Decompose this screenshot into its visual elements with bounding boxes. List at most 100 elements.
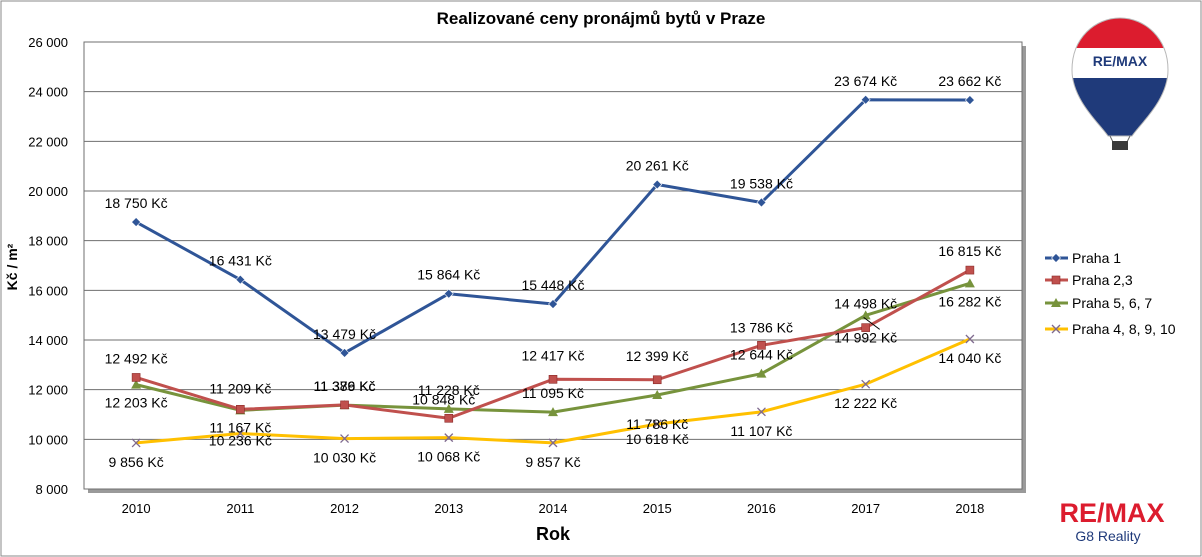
y-axis-title: Kč / m² <box>4 243 20 290</box>
data-label: 12 203 Kč <box>105 395 168 411</box>
label-leader-line <box>863 316 880 330</box>
x-tick-label: 2016 <box>747 501 776 516</box>
data-point <box>548 438 558 448</box>
legend-item: Praha 4, 8, 9, 10 <box>1045 321 1176 337</box>
data-point <box>652 389 663 399</box>
legend-item: Praha 1 <box>1045 250 1121 266</box>
data-label: 10 236 Kč <box>209 432 272 448</box>
y-tick-label: 8 000 <box>35 482 68 497</box>
data-point <box>340 400 349 410</box>
data-label: 12 222 Kč <box>834 395 897 411</box>
series-layer <box>131 94 975 448</box>
legend: Praha 1 Praha 2,3 Praha 5, 6, 7 Praha 4, 8,… <box>1045 250 1176 337</box>
data-point <box>339 348 350 358</box>
x-tick-label: 2010 <box>122 501 151 516</box>
legend-marker <box>1051 253 1061 263</box>
data-point <box>131 379 142 389</box>
data-label: 14 992 Kč <box>834 329 897 345</box>
data-label: 12 644 Kč <box>730 347 793 363</box>
x-axis-ticks: 2010 2011 2012 2013 2014 2015 2016 2017 2018 <box>122 501 985 516</box>
data-label: 18 750 Kč <box>105 195 168 211</box>
x-tick-label: 2011 <box>226 501 254 516</box>
x-tick-label: 2012 <box>330 501 359 516</box>
gridlines <box>84 91 1022 440</box>
data-point <box>443 288 454 299</box>
remax-logo-subtitle: G8 Reality <box>1075 528 1140 544</box>
x-tick-label: 2015 <box>643 501 672 516</box>
x-tick-label: 2014 <box>539 501 568 516</box>
data-label: 9 857 Kč <box>525 454 580 470</box>
data-point <box>548 407 558 417</box>
data-label: 11 386 Kč <box>314 378 376 394</box>
data-point <box>548 375 558 384</box>
data-label: 13 479 Kč <box>313 326 376 342</box>
data-point <box>652 179 663 190</box>
y-tick-label: 16 000 <box>28 283 68 298</box>
data-label: 11 095 Kč <box>522 385 584 401</box>
data-label: 20 261 Kč <box>626 158 689 174</box>
x-tick-label: 2018 <box>955 501 984 516</box>
legend-label: Praha 1 <box>1072 250 1121 266</box>
data-label: 16 431 Kč <box>209 253 272 269</box>
data-point <box>131 217 142 227</box>
data-label: 23 662 Kč <box>938 73 1001 89</box>
data-point <box>861 323 870 332</box>
remax-logo-text: RE/MAX <box>1059 498 1164 528</box>
x-axis-title: Rok <box>536 524 571 544</box>
legend-label: Praha 2,3 <box>1072 272 1133 288</box>
y-tick-label: 22 000 <box>28 134 68 149</box>
data-label: 19 538 Kč <box>730 175 793 191</box>
data-point <box>757 341 766 350</box>
data-point <box>964 95 975 105</box>
data-label: 23 674 Kč <box>834 73 897 89</box>
y-tick-label: 26 000 <box>28 35 68 50</box>
y-tick-label: 12 000 <box>28 383 68 398</box>
data-label: 9 856 Kč <box>108 454 163 470</box>
data-point <box>444 433 454 443</box>
data-point <box>443 403 454 413</box>
y-tick-label: 18 000 <box>28 234 68 249</box>
legend-item: Praha 5, 6, 7 <box>1045 295 1152 311</box>
data-label: 15 864 Kč <box>417 267 480 283</box>
x-tick-label: 2017 <box>851 501 880 516</box>
data-point <box>964 278 975 288</box>
data-point <box>756 407 766 417</box>
data-label: 16 815 Kč <box>938 243 1001 259</box>
remax-logo: RE/MAX G8 Reality <box>1059 498 1164 544</box>
data-label: 11 167 Kč <box>209 419 271 435</box>
data-point <box>131 438 141 448</box>
balloon-brand-text: RE/MAX <box>1093 53 1148 69</box>
data-label: 13 786 Kč <box>730 319 793 335</box>
data-point <box>236 405 245 414</box>
data-point <box>860 310 871 320</box>
data-point <box>548 299 558 309</box>
data-label: 10 848 Kč <box>412 391 475 407</box>
data-point <box>756 197 767 208</box>
data-point <box>131 373 141 382</box>
data-point <box>860 94 871 105</box>
legend-label: Praha 4, 8, 9, 10 <box>1072 321 1176 337</box>
data-point <box>756 368 767 378</box>
data-label: 10 068 Kč <box>417 449 480 465</box>
data-label: 12 492 Kč <box>105 350 168 366</box>
data-point <box>861 379 871 389</box>
y-tick-label: 14 000 <box>28 333 68 348</box>
data-point <box>652 419 662 429</box>
data-point <box>340 434 350 444</box>
data-label: 11 379 Kč <box>314 378 376 394</box>
data-labels-layer: 18 750 Kč 16 431 Kč 13 479 Kč 15 864 Kč 15 4… <box>105 73 1002 470</box>
data-label: 15 448 Kč <box>521 277 584 293</box>
legend-item: Praha 2,3 <box>1045 272 1133 288</box>
chart-title: Realizované ceny pronájmů bytů v Praze <box>437 9 766 28</box>
y-tick-label: 24 000 <box>28 85 68 100</box>
data-label: 14 040 Kč <box>938 350 1001 366</box>
legend-marker <box>1051 275 1061 285</box>
data-label: 11 786 Kč <box>626 416 688 432</box>
y-tick-label: 10 000 <box>28 432 68 447</box>
data-point <box>444 413 454 423</box>
data-label: 12 417 Kč <box>521 347 584 363</box>
data-label: 11 107 Kč <box>730 423 792 439</box>
data-point <box>965 265 975 275</box>
y-axis-ticks: 8 000 10 000 12 000 14 000 16 000 18 000 20 00… <box>28 35 68 497</box>
